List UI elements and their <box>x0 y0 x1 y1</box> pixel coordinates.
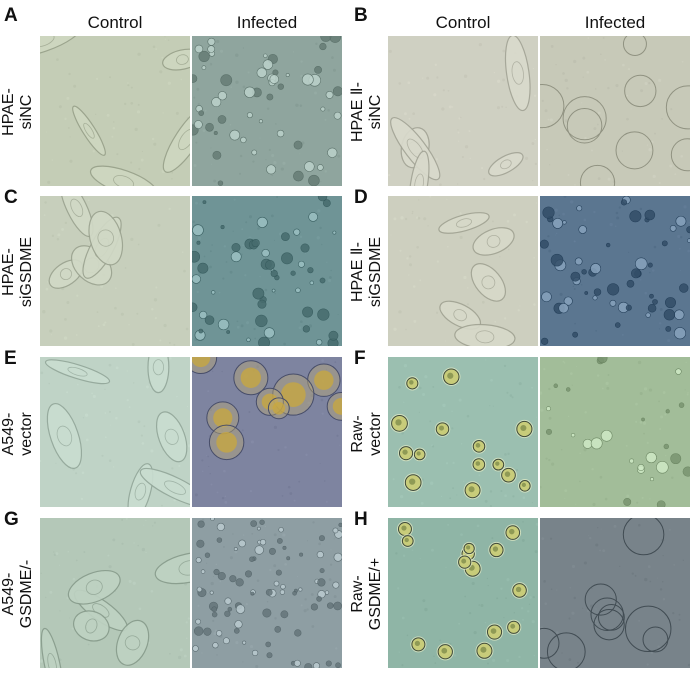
row-label-h: Raw- GSDME/+ <box>349 557 384 631</box>
column-header-infected: Infected <box>584 13 646 32</box>
panel-letter-g: G <box>4 509 19 530</box>
micrograph-g-infected <box>192 518 342 668</box>
panel-letter-c: C <box>4 187 18 208</box>
micrograph-a-control <box>40 36 190 186</box>
panel-letter-f: F <box>354 348 366 369</box>
micrograph-b-control <box>388 36 538 186</box>
micrograph-h-infected <box>540 518 690 668</box>
micrograph-b-infected <box>540 36 690 186</box>
micrograph-canvas <box>192 196 342 346</box>
micrograph-c-control <box>40 196 190 346</box>
micrograph-e-control <box>40 357 190 507</box>
micrograph-canvas <box>40 36 190 186</box>
column-header-infected: Infected <box>236 13 298 32</box>
micrograph-canvas <box>40 518 190 668</box>
micrograph-canvas <box>192 518 342 668</box>
micrograph-h-control <box>388 518 538 668</box>
row-label-d: HPAE Ⅱ- siGSDME <box>349 236 384 308</box>
micrograph-canvas <box>540 357 690 507</box>
panel-letter-a: A <box>4 5 18 26</box>
micrograph-canvas <box>388 36 538 186</box>
micrograph-canvas <box>388 357 538 507</box>
row-label-c: HPAE- siGSDME <box>0 236 35 308</box>
micrograph-d-infected <box>540 196 690 346</box>
micrograph-canvas <box>540 518 690 668</box>
panel-letter-b: B <box>354 5 368 26</box>
micrograph-canvas <box>540 36 690 186</box>
row-label-g: A549- GSDME/- <box>0 559 35 629</box>
micrograph-canvas <box>388 518 538 668</box>
panel-letter-d: D <box>354 187 368 208</box>
row-label-b: HPAE Ⅱ- siNC <box>349 81 384 143</box>
micrograph-f-infected <box>540 357 690 507</box>
micrograph-f-control <box>388 357 538 507</box>
micrograph-canvas <box>40 357 190 507</box>
row-label-a: HPAE- siNC <box>0 88 35 136</box>
micrograph-canvas <box>192 357 342 507</box>
micrograph-e-infected <box>192 357 342 507</box>
micrograph-a-infected <box>192 36 342 186</box>
column-header-control: Control <box>87 13 143 32</box>
panel-letter-e: E <box>4 348 17 369</box>
micrograph-canvas <box>40 196 190 346</box>
micrograph-g-control <box>40 518 190 668</box>
column-header-control: Control <box>435 13 491 32</box>
micrograph-c-infected <box>192 196 342 346</box>
micrograph-canvas <box>540 196 690 346</box>
row-label-f: Raw- vector <box>349 412 384 456</box>
micrograph-canvas <box>192 36 342 186</box>
panel-letter-h: H <box>354 509 368 530</box>
micrograph-d-control <box>388 196 538 346</box>
micrograph-canvas <box>388 196 538 346</box>
row-label-e: A549- vector <box>0 412 35 456</box>
